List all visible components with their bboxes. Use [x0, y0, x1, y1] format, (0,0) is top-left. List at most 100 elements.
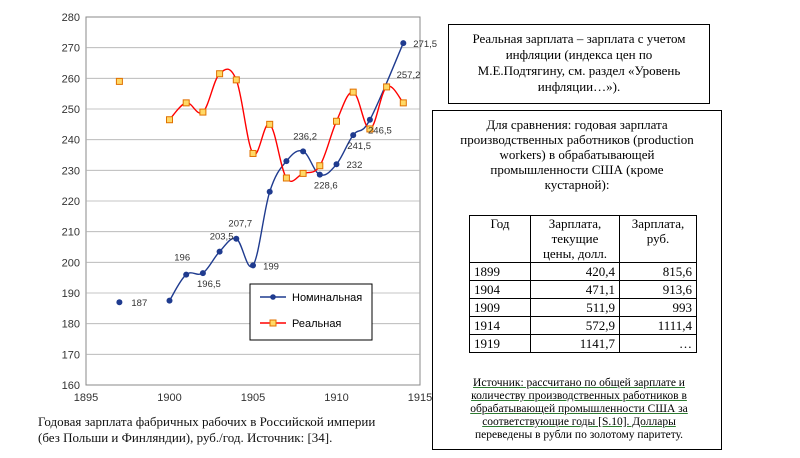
legend-marker-nominal — [270, 294, 276, 300]
legend-label-real: Реальная — [292, 318, 341, 330]
note-line-2: инфляции (индекса цен по — [505, 47, 653, 62]
comparison-source: Источник: рассчитано по общей зарплате и… — [445, 377, 713, 442]
y-tick-label: 230 — [62, 165, 80, 177]
point-real — [199, 108, 207, 116]
source-line-5: переведены в рубли по золотому паритету. — [474, 429, 684, 441]
comparison-heading-2: производственных работников (production — [460, 132, 694, 147]
legend-label-nominal: Номинальная — [292, 292, 362, 304]
source-line-2: количеству производственных работников в — [471, 390, 687, 402]
series-real — [115, 68, 407, 183]
point-real — [166, 116, 173, 124]
cell-rub: 993 — [619, 298, 697, 317]
cell-year: 1909 — [469, 298, 531, 317]
point-nominal — [366, 116, 373, 123]
point-real — [399, 99, 407, 107]
data-label: 203,5 — [210, 232, 234, 243]
point-real — [316, 162, 324, 170]
point-real — [266, 120, 274, 128]
data-label: 196 — [174, 253, 190, 264]
point-nominal — [250, 262, 256, 269]
y-tick-label: 210 — [62, 227, 80, 239]
cell-year: 1914 — [469, 316, 531, 335]
data-label: 187 — [131, 298, 147, 309]
comparison-heading-5: кустарной): — [544, 177, 610, 192]
y-axis-ticks: 160 170 180 190 200 210 220 230 240 250 260 270 280 — [62, 12, 80, 392]
legend-box — [249, 283, 373, 341]
comparison-heading-1: Для сравнения: годовая зарплата — [486, 117, 668, 132]
point-nominal — [400, 40, 407, 47]
y-tick-label: 280 — [62, 12, 80, 24]
gridlines — [86, 47, 420, 355]
note-line-4: инфляции…»). — [537, 79, 621, 94]
x-axis-ticks: 1895 1900 1905 1910 1915 — [74, 392, 432, 404]
table-row: 1919 1141,7 … — [469, 334, 697, 353]
y-tick-label: 240 — [62, 135, 80, 147]
point-nominal — [316, 171, 323, 178]
y-tick-label: 260 — [62, 73, 80, 85]
x-tick-label: 1905 — [241, 392, 265, 404]
point-real — [299, 169, 307, 177]
chart-caption: Годовая зарплата фабричных рабочих в Рос… — [38, 414, 438, 446]
point-real — [216, 70, 224, 78]
data-label: 246,5 — [368, 126, 392, 137]
table-row: 1899 420,4 815,6 — [469, 262, 697, 281]
point-nominal — [166, 297, 173, 304]
y-tick-label: 170 — [62, 349, 80, 361]
note-line-3: М.Е.Подтягину, см. раздел «Уровень — [477, 63, 681, 78]
point-nominal — [300, 148, 307, 155]
x-tick-label: 1910 — [324, 392, 348, 404]
legend: Номинальная Реальная — [249, 283, 373, 341]
data-label: 232 — [347, 160, 363, 171]
point-real — [115, 77, 123, 85]
table-row: 1914 572,9 1111,4 — [469, 316, 697, 335]
data-label: 207,7 — [228, 219, 252, 230]
point-nominal — [350, 132, 357, 139]
cell-rub: 815,6 — [619, 262, 697, 281]
point-real — [249, 149, 257, 157]
y-tick-label: 200 — [62, 257, 80, 269]
table-row: 1909 511,9 993 — [469, 298, 697, 317]
y-tick-label: 270 — [62, 43, 80, 55]
data-labels: 187 196 196,5 203,5 207,7 199 236,2 228,6 232 241… — [131, 39, 437, 309]
point-real — [383, 83, 391, 91]
data-label: 199 — [263, 261, 279, 272]
data-label: 196,5 — [197, 279, 221, 290]
cell-usd: 1141,7 — [530, 334, 620, 353]
x-tick-label: 1915 — [408, 392, 432, 404]
data-label: 271,5 — [413, 39, 437, 50]
point-real — [333, 117, 340, 125]
source-line-1: Источник: рассчитано по общей зарплате и — [473, 377, 685, 389]
header-year: Год — [469, 215, 531, 263]
y-tick-label: 220 — [62, 196, 80, 208]
data-label: 228,6 — [314, 181, 338, 192]
point-real — [282, 174, 290, 182]
source-line-4: соответствующие годы [S.10]. Доллары — [482, 416, 676, 428]
comparison-heading-3: workers) в обрабатывающей — [499, 147, 655, 162]
series-nominal — [116, 40, 407, 306]
cell-year: 1899 — [469, 262, 531, 281]
cell-rub: 1111,4 — [619, 316, 697, 335]
point-nominal — [283, 158, 290, 165]
data-label: 241,5 — [347, 141, 371, 152]
point-real — [349, 88, 357, 96]
caption-line-2: (без Польши и Финляндии), руб./год. Исто… — [38, 430, 333, 445]
y-tick-label: 190 — [62, 288, 80, 300]
cell-usd: 572,9 — [530, 316, 620, 335]
cell-rub: 913,6 — [619, 280, 697, 299]
comparison-heading-4: промышленности США (кроме — [490, 162, 664, 177]
table-row: 1904 471,1 913,6 — [469, 280, 697, 299]
point-nominal — [116, 299, 123, 306]
data-label: 236,2 — [293, 131, 317, 142]
point-nominal — [266, 188, 273, 195]
point-nominal — [233, 235, 240, 242]
source-line-3: обрабатывающей промышленности США за — [470, 403, 688, 415]
cell-year: 1904 — [469, 280, 531, 299]
legend-marker-real — [269, 319, 277, 327]
x-tick-label: 1895 — [74, 392, 98, 404]
usa-comparison-box: Для сравнения: годовая зарплата производ… — [432, 110, 722, 450]
y-tick-label: 160 — [62, 380, 80, 392]
series-layer — [115, 40, 407, 306]
cell-usd: 511,9 — [530, 298, 620, 317]
real-wage-note: Реальная зарплата – зарплата с учетом ин… — [448, 24, 710, 104]
point-real — [366, 125, 374, 133]
